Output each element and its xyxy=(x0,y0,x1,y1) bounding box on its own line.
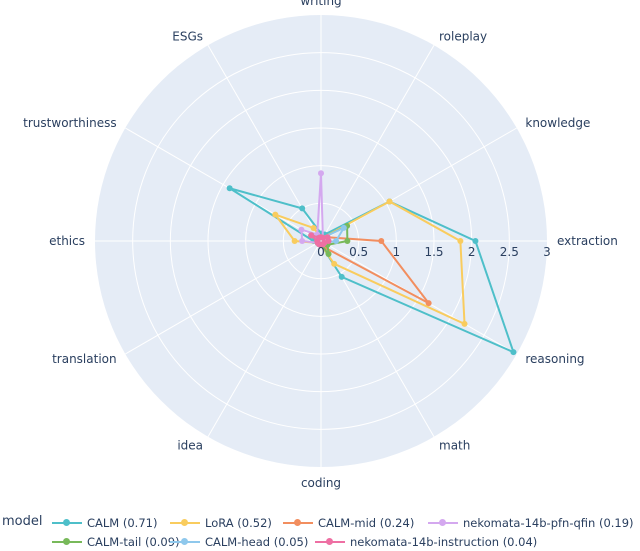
radar-chart: 0 0.5 1 1.5 2 2.5 3 writing roleplay knowledge ext… xyxy=(23,0,618,490)
angular-gridline xyxy=(125,240,322,355)
angular-gridline xyxy=(207,240,322,437)
radial-tick-label: 0.5 xyxy=(349,245,368,259)
axis-label-trustworthiness: trustworthiness xyxy=(23,116,116,130)
legend-label: nekomata-14b-pfn-qfin (0.19) xyxy=(463,516,634,530)
series-calm-mid-0-24-point xyxy=(425,300,432,307)
series-nekomata-14b-pfn-qfin-0-19-point xyxy=(318,170,324,177)
legend-item[interactable]: nekomata-14b-instruction (0.04) xyxy=(315,533,537,551)
series-lora-0-52-point xyxy=(457,238,464,244)
radar-labels: 0 0.5 1 1.5 2 2.5 3 writing roleplay knowledge ext… xyxy=(23,0,618,490)
series-nekomata-14b-pfn-qfin-0-19-point xyxy=(298,226,305,233)
angular-gridline xyxy=(320,127,517,242)
legend-item[interactable]: CALM-head (0.05) xyxy=(170,533,308,551)
legend-swatch xyxy=(428,516,458,530)
legend-item[interactable]: CALM (0.71) xyxy=(52,514,157,532)
series-calm-head-0-05-point xyxy=(340,224,347,231)
legend-swatch xyxy=(315,535,345,549)
angular-gridline xyxy=(320,45,435,242)
series-lora-0-52-point xyxy=(461,320,468,327)
legend-swatch xyxy=(170,516,200,530)
series-lora-0-52-point xyxy=(386,198,393,205)
radial-tick-label: 3 xyxy=(543,245,551,259)
series-lora-0-52-point xyxy=(331,260,338,267)
series-nekomata-14b-pfn-qfin-0-19-point xyxy=(299,238,306,244)
series-calm-0-71-point xyxy=(338,273,345,280)
series-calm-0-71-point xyxy=(472,238,479,244)
legend-swatch xyxy=(52,535,82,549)
series-lora-0-52-point xyxy=(310,224,317,231)
series-calm-0-71-point xyxy=(226,185,233,192)
legend-label: LoRA (0.52) xyxy=(205,516,272,530)
axis-label-esgs: ESGs xyxy=(172,30,203,44)
axis-label-math: math xyxy=(439,438,470,452)
series-calm-head-0-05-point xyxy=(333,238,340,244)
radial-tick-label: 0 xyxy=(317,245,325,259)
legend-label: CALM-mid (0.24) xyxy=(318,516,415,530)
legend-swatch xyxy=(170,535,200,549)
axis-label-ethics: ethics xyxy=(49,234,85,248)
series-calm-0-71-point xyxy=(299,205,306,212)
series-nekomata-14b-instruction-0-04-point xyxy=(308,232,315,239)
legend-item[interactable]: nekomata-14b-pfn-qfin (0.19) xyxy=(428,514,634,532)
angular-gridline xyxy=(125,127,322,242)
axis-label-writing: writing xyxy=(300,0,341,8)
series-calm-tail-0-09-point xyxy=(344,238,351,244)
axis-label-reasoning: reasoning xyxy=(525,352,584,366)
series-lora-0-52-point xyxy=(291,238,298,244)
radial-tick-label: 1.5 xyxy=(424,245,443,259)
legend: model CALM (0.71) LoRA (0.52) CALM-mid (0.… xyxy=(0,508,640,549)
series-nekomata-14b-instruction-0-04-point xyxy=(316,234,323,241)
legend-item[interactable]: LoRA (0.52) xyxy=(170,514,272,532)
legend-label: CALM-tail (0.09) xyxy=(87,535,180,549)
axis-label-coding: coding xyxy=(301,476,341,490)
radar-grid xyxy=(95,15,547,467)
radar-series xyxy=(226,170,517,356)
legend-swatch xyxy=(52,516,82,530)
axis-label-roleplay: roleplay xyxy=(439,30,487,44)
series-calm-mid-0-24-point xyxy=(378,238,385,244)
legend-label: nekomata-14b-instruction (0.04) xyxy=(350,535,538,549)
series-lora-0-52-point xyxy=(272,211,279,218)
axis-label-extraction: extraction xyxy=(557,234,618,248)
radial-tick-label: 1 xyxy=(393,245,401,259)
axis-label-translation: translation xyxy=(52,352,117,366)
legend-label: CALM-head (0.05) xyxy=(205,535,309,549)
axis-label-knowledge: knowledge xyxy=(525,116,590,130)
series-calm-0-71-point xyxy=(510,349,517,356)
legend-item[interactable]: CALM-mid (0.24) xyxy=(283,514,414,532)
radial-tick-label: 2 xyxy=(468,245,476,259)
legend-label: CALM (0.71) xyxy=(87,516,158,530)
legend-item[interactable]: CALM-tail (0.09) xyxy=(52,533,180,551)
axis-label-idea: idea xyxy=(177,438,203,452)
series-calm-tail-0-09-point xyxy=(325,251,332,258)
radial-tick-label: 2.5 xyxy=(500,245,519,259)
legend-title: model xyxy=(2,514,43,529)
legend-swatch xyxy=(283,516,313,530)
